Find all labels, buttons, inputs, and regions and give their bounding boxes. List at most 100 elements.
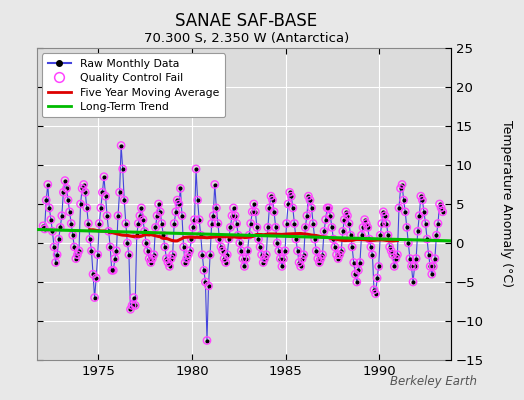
Point [334,255,342,262]
Point [162,255,171,262]
Point [345,220,353,227]
Point [367,244,375,250]
Point [234,232,243,238]
Point [326,212,334,219]
Point [297,263,305,270]
Point [248,209,256,215]
Point [148,255,157,262]
Point [185,248,194,254]
Point [262,252,270,258]
Point [323,205,331,211]
Point [303,212,311,219]
Point [129,294,138,301]
Point [50,244,58,250]
Point [342,209,350,215]
Y-axis label: Temperature Anomaly (°C): Temperature Anomaly (°C) [500,120,514,288]
Point [337,248,345,254]
Point [376,232,385,238]
Point [242,255,250,262]
Point [423,236,431,242]
Point [184,252,192,258]
Point [346,232,355,238]
Point [106,244,114,250]
Point [226,224,235,230]
Point [204,283,213,289]
Point [265,205,274,211]
Point [320,228,328,234]
Point [193,197,202,203]
Point [304,193,313,199]
Point [195,216,203,223]
Point [54,236,63,242]
Point [290,220,299,227]
Point [316,255,325,262]
Point [236,240,244,246]
Point [412,255,420,262]
Point [260,255,269,262]
Point [114,212,122,219]
Point [219,248,227,254]
Point [215,236,224,242]
Point [225,236,233,242]
Point [164,259,172,266]
Point [354,267,363,274]
Point [318,252,326,258]
Point [214,220,222,227]
Point [111,255,119,262]
Point [230,205,238,211]
Point [375,263,383,270]
Point [356,259,364,266]
Point [75,248,83,254]
Point [256,244,264,250]
Point [417,193,425,199]
Point [368,252,377,258]
Point [83,205,91,211]
Point [386,244,394,250]
Point [357,232,366,238]
Point [171,209,180,215]
Point [48,228,57,234]
Point [40,226,49,232]
Point [264,224,272,230]
Point [328,224,336,230]
Point [155,201,163,207]
Point [95,220,103,227]
Point [407,263,416,270]
Point [88,248,96,254]
Point [434,220,442,227]
Point [424,252,433,258]
Point [254,236,263,242]
Point [251,209,259,215]
Point [359,224,367,230]
Point [145,255,154,262]
Point [166,263,174,270]
Point [112,248,121,254]
Point [435,201,444,207]
Point [395,205,403,211]
Point [189,224,197,230]
Point [281,248,289,254]
Point [120,197,128,203]
Point [104,228,113,234]
Point [432,232,441,238]
Point [81,189,90,196]
Point [275,248,283,254]
Point [51,259,60,266]
Point [273,240,281,246]
Point [39,223,47,229]
Point [364,224,372,230]
Point [212,205,221,211]
Point [78,185,86,192]
Point [286,189,294,196]
Point [391,255,400,262]
Point [72,255,80,262]
Point [426,263,434,270]
Point [133,232,141,238]
Point [176,185,184,192]
Point [278,263,286,270]
Point [125,252,133,258]
Point [206,252,214,258]
Point [161,244,169,250]
Point [91,294,99,301]
Point [365,236,374,242]
